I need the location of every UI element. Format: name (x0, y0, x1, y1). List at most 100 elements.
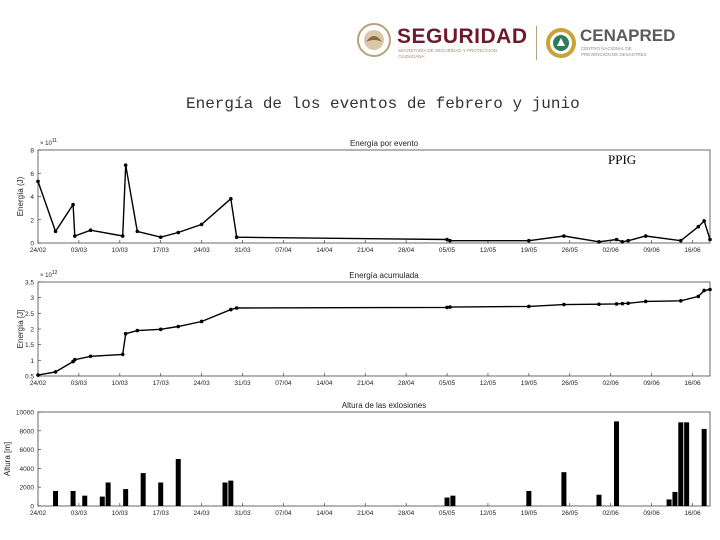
bar (140, 473, 146, 506)
data-point (696, 294, 701, 299)
chart-title: Altura de las exlosiones (342, 401, 427, 410)
series-line (37, 164, 711, 243)
y-tick-label: 2000 (20, 485, 35, 492)
logo-divider (536, 26, 537, 60)
data-point (643, 234, 648, 238)
x-tick-label: 09/06 (643, 510, 660, 517)
y-tick-label: 0.5 (25, 374, 34, 381)
x-tick-label: 02/06 (603, 380, 620, 387)
data-point (73, 357, 77, 362)
data-point (448, 238, 452, 243)
x-tick-label: 24/03 (193, 247, 210, 254)
bar (450, 495, 456, 506)
data-point (708, 287, 712, 292)
x-tick-label: 16/06 (684, 380, 701, 387)
data-point (53, 229, 58, 234)
bar (123, 489, 129, 506)
data-point (229, 307, 233, 312)
data-point (527, 238, 531, 243)
x-tick-label: 05/05 (439, 510, 456, 517)
ppig-label: PPIG (608, 152, 637, 167)
bar (70, 490, 76, 506)
data-point (445, 305, 449, 310)
x-tick-label: 17/03 (153, 247, 170, 254)
data-point (597, 302, 601, 307)
x-tick-label: 05/05 (439, 247, 456, 254)
y-tick-label: 6 (30, 171, 34, 178)
bar (222, 482, 228, 506)
plot-area-frame (37, 281, 711, 377)
x-tick-label: 16/06 (684, 510, 701, 517)
data-point (614, 237, 619, 242)
data-point (234, 306, 239, 310)
x-tick-label: 19/05 (521, 247, 538, 254)
data-point (158, 327, 163, 332)
data-point (88, 228, 93, 233)
y-tick-label: 3.5 (25, 280, 34, 287)
chart-title: Energía acumulada (349, 271, 419, 280)
x-tick-label: 19/05 (521, 380, 538, 387)
bar (82, 495, 88, 506)
y-tick-label: 2.5 (25, 311, 34, 318)
x-tick-label: 24/03 (193, 510, 210, 517)
chart-title: Energía por evento (350, 139, 419, 148)
bar (561, 472, 567, 506)
bar (444, 497, 450, 506)
plot-area-frame (37, 411, 711, 507)
data-point (626, 301, 630, 306)
cenapred-subtitle: CENTRO NACIONAL DE PREVENCIÓN DE DESASTR… (581, 46, 647, 57)
y-tick-label: 6000 (20, 447, 35, 454)
axis-exponent-label: × 1012 (40, 270, 58, 279)
data-point (88, 354, 93, 359)
data-point (527, 304, 531, 309)
seguridad-logo-text: SEGURIDAD (397, 25, 528, 48)
x-tick-label: 28/04 (398, 510, 415, 517)
x-tick-label: 12/05 (480, 380, 497, 387)
x-tick-label: 03/03 (71, 247, 88, 254)
data-point (53, 370, 58, 374)
data-point (73, 234, 77, 238)
slide-title: Energía de los eventos de febrero y juni… (186, 95, 580, 113)
x-tick-label: 28/04 (398, 380, 415, 387)
data-point (562, 302, 566, 307)
x-tick-label: 14/04 (316, 380, 333, 387)
data-point (135, 328, 140, 333)
data-point (123, 331, 128, 336)
x-tick-label: 12/05 (480, 247, 497, 254)
x-tick-label: 02/06 (603, 247, 620, 254)
x-tick-label: 31/03 (234, 510, 251, 517)
x-tick-label: 12/05 (480, 510, 497, 517)
header-banner: SEGURIDAD SECRETARÍA DE SEGURIDAD Y PROT… (0, 0, 720, 80)
x-tick-label: 24/02 (30, 380, 47, 387)
x-tick-label: 24/02 (30, 510, 47, 517)
bar (701, 428, 707, 506)
bar (596, 494, 602, 506)
x-tick-label: 10/03 (112, 247, 129, 254)
data-point (696, 224, 701, 229)
x-tick-label: 31/03 (234, 247, 251, 254)
eagle-seal-icon (357, 23, 391, 57)
x-tick-label: 02/06 (603, 510, 620, 517)
x-tick-label: 21/04 (357, 510, 374, 517)
x-tick-label: 09/06 (643, 380, 660, 387)
seguridad-subtitle: SECRETARÍA DE SEGURIDAD Y PROTECCIÓN CIU… (398, 48, 498, 59)
data-point (708, 237, 712, 242)
x-tick-label: 09/06 (643, 247, 660, 254)
y-tick-label: 1.5 (25, 342, 34, 349)
data-point (229, 197, 233, 201)
x-tick-label: 03/03 (71, 510, 88, 517)
bar (158, 482, 164, 506)
data-point (614, 302, 619, 306)
x-tick-label: 28/04 (398, 247, 415, 254)
x-tick-label: 24/03 (193, 380, 210, 387)
x-tick-label: 24/02 (30, 247, 47, 254)
axis-exponent-power: 12 (52, 270, 58, 276)
x-tick-label: 07/04 (275, 510, 292, 517)
x-tick-label: 07/04 (275, 247, 292, 254)
y-tick-label: 4000 (20, 466, 35, 473)
y-axis-label: Energía (J) (16, 176, 25, 216)
y-tick-label: 8000 (20, 428, 35, 435)
x-tick-label: 21/04 (357, 247, 374, 254)
data-point (448, 305, 452, 309)
data-point (123, 163, 128, 167)
